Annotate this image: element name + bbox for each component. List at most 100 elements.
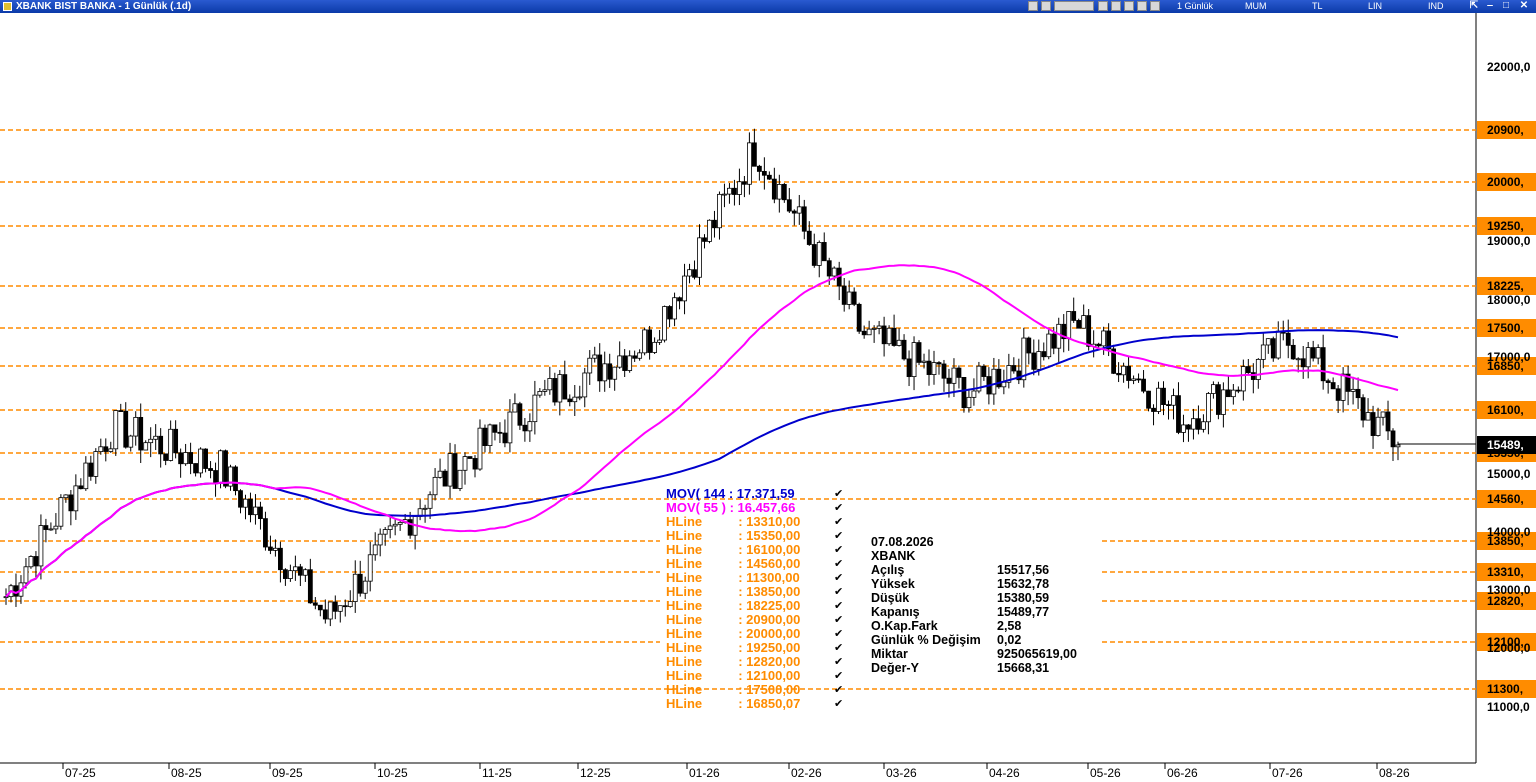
app-icon: [3, 2, 12, 11]
check-icon[interactable]: ✔: [834, 600, 844, 612]
candle-body: [1176, 395, 1181, 433]
candle-body: [83, 462, 89, 490]
candle-body: [178, 452, 184, 465]
candle-body: [991, 368, 997, 395]
check-icon[interactable]: ✔: [834, 572, 844, 584]
hline-price-label: 12820,: [1477, 592, 1536, 610]
check-icon[interactable]: ✔: [834, 488, 844, 500]
toolbar-icon-5[interactable]: [1150, 1, 1160, 11]
candle-body: [542, 389, 548, 392]
check-icon[interactable]: ✔: [834, 670, 844, 682]
chart-type-selector[interactable]: MUM: [1245, 1, 1267, 11]
candle-body: [966, 396, 972, 409]
candle-body: [487, 424, 493, 447]
candle-body: [527, 421, 533, 432]
currency-selector[interactable]: TL: [1312, 1, 1323, 11]
price-chart[interactable]: [0, 13, 1536, 782]
candle-body: [946, 377, 952, 384]
check-icon[interactable]: ✔: [834, 558, 844, 570]
candle-body: [38, 525, 44, 567]
candle-body: [203, 448, 208, 469]
toolbar-icon-1[interactable]: [1028, 1, 1038, 11]
y-tick-label: 18000,0: [1487, 293, 1531, 307]
candle-body: [746, 142, 752, 185]
toolbar-icon-2[interactable]: [1041, 1, 1051, 11]
candle-body: [951, 367, 957, 384]
candle-body: [941, 363, 947, 379]
candle-body: [188, 452, 194, 464]
info-value: 0,02: [997, 633, 1022, 647]
candle-body: [727, 187, 732, 195]
candle-body: [851, 291, 857, 305]
check-icon[interactable]: ✔: [834, 586, 844, 598]
hline-price-label: 16850,: [1477, 357, 1536, 375]
x-tick-label: 03-26: [886, 766, 917, 780]
zoom-icon[interactable]: [1137, 1, 1147, 11]
candle-body: [1245, 366, 1251, 374]
candle-body: [1260, 344, 1266, 360]
candle-body: [1335, 388, 1341, 401]
check-icon[interactable]: ✔: [834, 642, 844, 654]
candle-body: [223, 450, 228, 487]
toolbar-icon-3[interactable]: [1098, 1, 1108, 11]
hline-legend-item: HLine : 20000,00: [666, 626, 801, 641]
hline-price-label: 20000,: [1477, 173, 1536, 191]
maximize-icon[interactable]: □: [1502, 0, 1510, 11]
close-icon[interactable]: ✕: [1519, 0, 1529, 11]
info-label: O.Kap.Fark: [871, 619, 938, 633]
candle-body: [1240, 366, 1246, 392]
candle-body: [1225, 389, 1231, 398]
candle-body: [692, 269, 697, 278]
candle-body: [342, 605, 348, 608]
ma55-line: [5, 264, 1399, 598]
check-icon[interactable]: ✔: [834, 628, 844, 640]
check-icon[interactable]: ✔: [834, 516, 844, 528]
scale-selector[interactable]: LIN: [1368, 1, 1383, 11]
y-tick-label: 22000,0: [1487, 60, 1531, 74]
candle-body: [881, 325, 887, 345]
candle-body: [682, 275, 687, 302]
check-icon[interactable]: ✔: [834, 684, 844, 696]
check-icon[interactable]: ✔: [834, 656, 844, 668]
candle-body: [1021, 337, 1027, 381]
candle-body: [53, 525, 59, 530]
candle-body: [722, 193, 727, 196]
toolbar-slider[interactable]: [1054, 1, 1094, 11]
candle-body: [248, 498, 253, 516]
info-label: Düşük: [871, 591, 910, 605]
candle-body: [1051, 333, 1057, 349]
info-label: Kapanış: [871, 605, 920, 619]
candle-body: [148, 438, 154, 444]
candle-body: [1265, 338, 1271, 346]
check-icon[interactable]: ✔: [834, 530, 844, 542]
check-icon[interactable]: ✔: [834, 614, 844, 626]
check-icon[interactable]: ✔: [834, 544, 844, 556]
y-tick-label: 19000,0: [1487, 234, 1531, 248]
period-selector[interactable]: 1 Günlük: [1177, 1, 1214, 11]
last-price-label: 15489,: [1477, 435, 1536, 454]
x-tick-label: 06-26: [1167, 766, 1198, 780]
pencil-icon[interactable]: [1124, 1, 1134, 11]
toolbar-icon-4[interactable]: [1111, 1, 1121, 11]
hline-price-label: 19250,: [1477, 217, 1536, 235]
minimize-icon[interactable]: ‒: [1487, 0, 1493, 11]
candle-body: [1210, 384, 1216, 394]
info-value: 925065619,00: [997, 647, 1077, 661]
candle-body: [268, 546, 273, 551]
x-tick-label: 12-25: [580, 766, 611, 780]
candle-body: [1310, 347, 1316, 359]
restore-icon[interactable]: ⇱: [1469, 0, 1479, 11]
candle-body: [1151, 407, 1156, 412]
candle-body: [502, 432, 508, 444]
candle-body: [477, 427, 483, 470]
candle-body: [717, 193, 722, 229]
check-icon[interactable]: ✔: [834, 502, 844, 514]
candle-body: [472, 458, 478, 470]
candle-body: [258, 506, 263, 520]
hline-legend-item: HLine : 11300,00: [666, 570, 800, 585]
info-label: Açılış: [871, 563, 905, 577]
indicator-selector[interactable]: IND: [1428, 1, 1444, 11]
candle-body: [1081, 315, 1087, 329]
candle-body: [462, 456, 468, 471]
check-icon[interactable]: ✔: [834, 698, 844, 710]
